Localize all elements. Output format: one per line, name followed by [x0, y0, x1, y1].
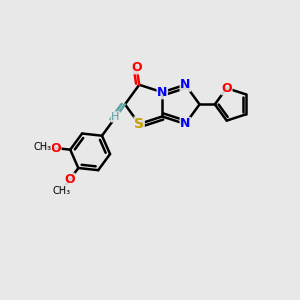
Text: O: O	[64, 173, 75, 186]
Text: O: O	[221, 82, 232, 94]
Text: S: S	[134, 117, 144, 131]
Text: N: N	[180, 118, 190, 130]
Text: O: O	[50, 142, 61, 154]
Text: CH₃: CH₃	[33, 142, 52, 152]
Text: H: H	[111, 112, 120, 122]
Text: O: O	[131, 61, 142, 74]
Text: N: N	[180, 78, 190, 91]
Text: CH₃: CH₃	[53, 186, 71, 196]
Text: N: N	[157, 86, 167, 99]
